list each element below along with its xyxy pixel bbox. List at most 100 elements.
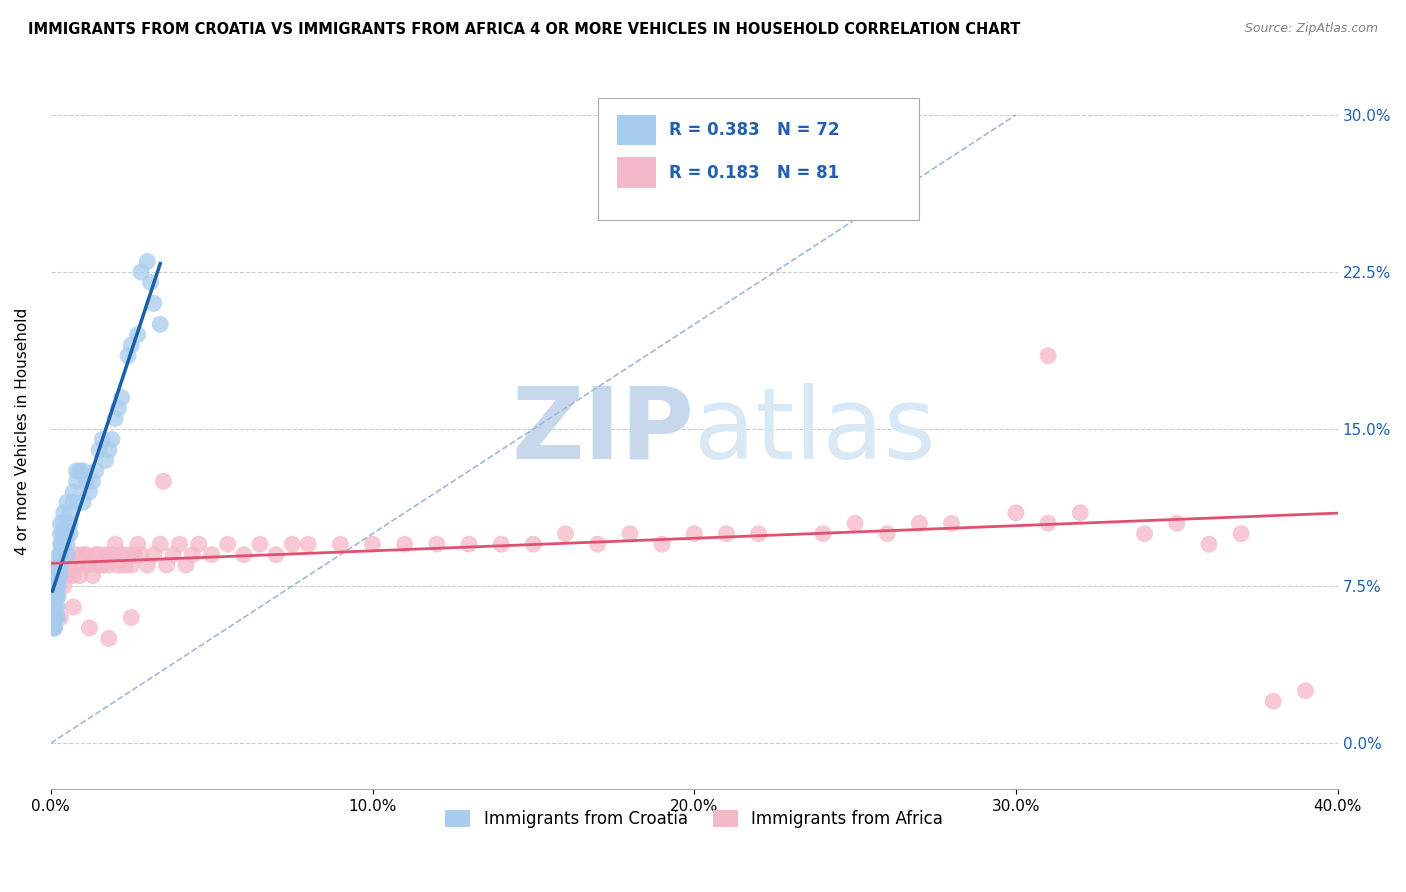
FancyBboxPatch shape bbox=[598, 98, 920, 219]
Point bbox=[619, 526, 641, 541]
Point bbox=[42, 621, 65, 635]
Point bbox=[1036, 516, 1059, 531]
Point bbox=[46, 568, 69, 582]
Point bbox=[101, 548, 124, 562]
Point bbox=[329, 537, 352, 551]
Point bbox=[149, 537, 172, 551]
FancyBboxPatch shape bbox=[617, 158, 655, 187]
Point bbox=[908, 516, 931, 531]
Point bbox=[56, 548, 79, 562]
Point bbox=[49, 610, 72, 624]
Point bbox=[1069, 506, 1091, 520]
Point bbox=[129, 265, 152, 279]
Point bbox=[844, 181, 866, 195]
Point bbox=[120, 338, 142, 352]
Point bbox=[65, 475, 87, 489]
Point bbox=[59, 558, 82, 573]
Point bbox=[217, 537, 239, 551]
Point bbox=[46, 590, 69, 604]
Point bbox=[52, 516, 75, 531]
Point bbox=[683, 526, 706, 541]
Point bbox=[69, 464, 91, 478]
Text: Source: ZipAtlas.com: Source: ZipAtlas.com bbox=[1244, 22, 1378, 36]
Point bbox=[56, 495, 79, 509]
Point bbox=[51, 526, 73, 541]
Point bbox=[75, 475, 97, 489]
Point bbox=[56, 537, 79, 551]
Point bbox=[124, 548, 146, 562]
Point bbox=[46, 600, 69, 615]
Point bbox=[174, 558, 197, 573]
Point bbox=[49, 516, 72, 531]
Point bbox=[56, 548, 79, 562]
Point bbox=[48, 548, 70, 562]
Point bbox=[142, 548, 165, 562]
Point bbox=[120, 610, 142, 624]
Point bbox=[361, 537, 384, 551]
Point bbox=[49, 558, 72, 573]
Point bbox=[52, 537, 75, 551]
Point bbox=[52, 526, 75, 541]
Point bbox=[87, 548, 110, 562]
Point bbox=[56, 526, 79, 541]
Point bbox=[65, 548, 87, 562]
Point bbox=[48, 558, 70, 573]
Point bbox=[42, 590, 65, 604]
Point bbox=[82, 568, 104, 582]
Point bbox=[65, 464, 87, 478]
Point bbox=[62, 484, 84, 499]
Point bbox=[522, 537, 544, 551]
Point bbox=[45, 600, 67, 615]
Point bbox=[1263, 694, 1285, 708]
Point bbox=[51, 537, 73, 551]
Point bbox=[49, 568, 72, 582]
Point bbox=[45, 610, 67, 624]
Point bbox=[554, 526, 576, 541]
Point bbox=[394, 537, 416, 551]
Point bbox=[91, 433, 114, 447]
Point bbox=[169, 537, 191, 551]
Point bbox=[59, 506, 82, 520]
FancyBboxPatch shape bbox=[617, 114, 655, 145]
Point bbox=[114, 558, 136, 573]
Point bbox=[107, 401, 129, 415]
Point bbox=[1166, 516, 1188, 531]
Point bbox=[45, 590, 67, 604]
Point bbox=[42, 579, 65, 593]
Point bbox=[49, 548, 72, 562]
Point bbox=[110, 391, 132, 405]
Text: atlas: atlas bbox=[695, 383, 936, 480]
Point bbox=[716, 526, 738, 541]
Point bbox=[281, 537, 304, 551]
Point bbox=[46, 558, 69, 573]
Point bbox=[104, 411, 127, 425]
Point bbox=[72, 464, 94, 478]
Point bbox=[162, 548, 184, 562]
Point bbox=[87, 442, 110, 457]
Point bbox=[65, 558, 87, 573]
Point bbox=[49, 537, 72, 551]
Point bbox=[53, 526, 76, 541]
Point bbox=[59, 516, 82, 531]
Point bbox=[59, 526, 82, 541]
Point bbox=[75, 548, 97, 562]
Point bbox=[876, 526, 898, 541]
Point bbox=[91, 558, 114, 573]
Point bbox=[52, 579, 75, 593]
Point bbox=[1198, 537, 1220, 551]
Point bbox=[72, 548, 94, 562]
Point bbox=[264, 548, 287, 562]
Point bbox=[82, 475, 104, 489]
Point bbox=[79, 558, 101, 573]
Point bbox=[46, 579, 69, 593]
Text: R = 0.183   N = 81: R = 0.183 N = 81 bbox=[668, 163, 838, 182]
Point bbox=[1294, 683, 1316, 698]
Point bbox=[42, 610, 65, 624]
Point bbox=[181, 548, 204, 562]
Point bbox=[84, 464, 107, 478]
Point bbox=[187, 537, 209, 551]
Point bbox=[46, 568, 69, 582]
Point bbox=[811, 526, 834, 541]
Point bbox=[46, 610, 69, 624]
Point bbox=[136, 254, 159, 268]
